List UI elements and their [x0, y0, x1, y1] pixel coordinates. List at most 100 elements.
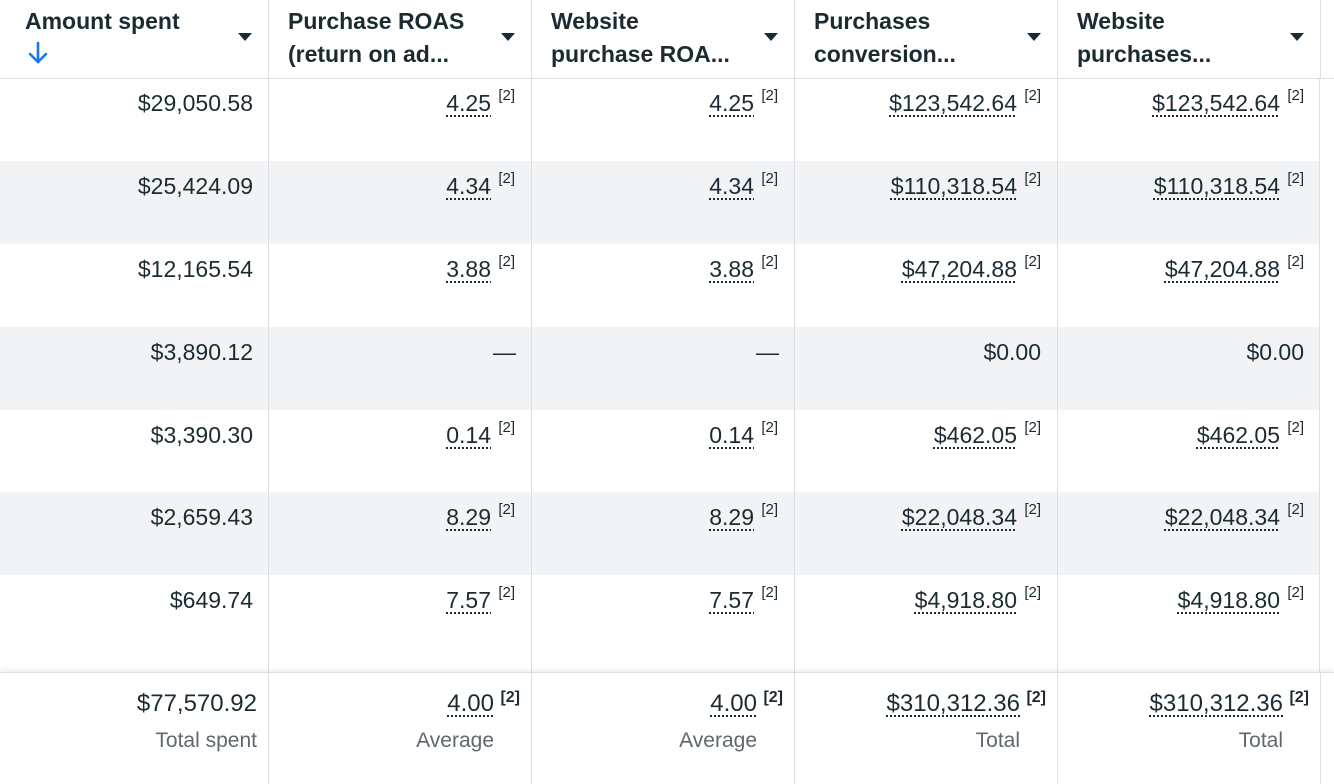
chevron-down-icon[interactable]	[501, 33, 515, 41]
column-title: Website	[551, 8, 639, 34]
footnote-marker[interactable]: [2]	[1026, 689, 1046, 706]
table-row: $25,424.09 4.34 [2] 4.34 [2] $110,318.54 [2…	[0, 161, 1320, 244]
footnote-marker[interactable]: [2]	[1287, 584, 1304, 601]
footnote-marker[interactable]: [2]	[498, 253, 515, 270]
purchases-conversion-value[interactable]: $22,048.34	[901, 504, 1017, 530]
table-row: $3,890.12 — — $0.00 $0.00	[0, 327, 1320, 410]
amount-spent-value: $2,659.43	[150, 504, 253, 530]
website-purchase-roas-value[interactable]: 7.57	[709, 587, 754, 613]
purchase-roas-value[interactable]: 3.88	[446, 256, 491, 282]
website-purchase-roas-value[interactable]: 0.14	[709, 422, 754, 448]
arrow-down-icon[interactable]	[27, 40, 49, 66]
footnote-marker[interactable]: [2]	[761, 419, 778, 436]
chevron-down-icon[interactable]	[1290, 33, 1304, 41]
column-title: Purchase ROAS	[288, 8, 465, 34]
column-title: Purchases	[814, 8, 931, 34]
footnote-marker[interactable]: [2]	[761, 501, 778, 518]
average-web-roas-value[interactable]: 4.00	[710, 690, 757, 717]
table-header: Amount spent Purchase ROAS (return on ad…	[0, 0, 1334, 79]
purchase-roas-value[interactable]: 7.57	[446, 587, 491, 613]
footnote-marker[interactable]: [2]	[761, 170, 778, 187]
website-purchases-value[interactable]: $123,542.64	[1152, 90, 1280, 116]
chevron-down-icon[interactable]	[238, 33, 252, 41]
website-purchase-roas-value[interactable]: 4.25	[709, 90, 754, 116]
footnote-marker[interactable]: [2]	[1024, 170, 1041, 187]
footnote-marker[interactable]: [2]	[498, 170, 515, 187]
footnote-marker[interactable]: [2]	[498, 584, 515, 601]
footnote-marker[interactable]: [2]	[1024, 253, 1041, 270]
amount-spent-value: $12,165.54	[137, 256, 253, 282]
column-header-purchases-conversion[interactable]: Purchases conversion...	[795, 0, 1058, 78]
column-title: Website	[1077, 8, 1165, 34]
table-row: $29,050.58 4.25 [2] 4.25 [2] $123,542.64 [2…	[0, 78, 1320, 161]
amount-spent-value: $25,424.09	[137, 173, 253, 199]
footnote-marker[interactable]: [2]	[1024, 87, 1041, 104]
website-purchases-value[interactable]: $47,204.88	[1164, 256, 1280, 282]
total-web-purchases-value[interactable]: $310,312.36	[1149, 690, 1283, 717]
website-purchase-roas-value[interactable]: 3.88	[709, 256, 754, 282]
column-header-website-purchases[interactable]: Website purchases...	[1058, 0, 1321, 78]
footer-website-purchases: $310,312.36 [2] Total	[1058, 673, 1321, 784]
column-title-line2: purchase ROA...	[551, 41, 730, 67]
footnote-marker[interactable]: [2]	[500, 689, 520, 706]
column-title-line2: conversion...	[814, 41, 956, 67]
footnote-marker[interactable]: [2]	[498, 419, 515, 436]
column-header-purchase-roas[interactable]: Purchase ROAS (return on ad...	[269, 0, 532, 78]
total-conversion-value[interactable]: $310,312.36	[886, 690, 1020, 717]
purchases-conversion-value[interactable]: $123,542.64	[889, 90, 1017, 116]
footnote-marker[interactable]: [2]	[1287, 419, 1304, 436]
purchase-roas-value[interactable]: 0.14	[446, 422, 491, 448]
purchases-conversion-value[interactable]: $110,318.54	[890, 173, 1017, 199]
website-purchase-roas-value[interactable]: 4.34	[709, 173, 754, 199]
footnote-marker[interactable]: [2]	[498, 501, 515, 518]
footnote-marker[interactable]: [2]	[1024, 501, 1041, 518]
purchase-roas-value[interactable]: 4.34	[446, 173, 491, 199]
footnote-marker[interactable]: [2]	[1287, 170, 1304, 187]
footnote-marker[interactable]: [2]	[1287, 87, 1304, 104]
chevron-down-icon[interactable]	[1027, 33, 1041, 41]
purchases-conversion-value: $0.00	[983, 339, 1041, 365]
footnote-marker[interactable]: [2]	[1289, 689, 1309, 706]
footnote-marker[interactable]: [2]	[1024, 419, 1041, 436]
website-purchases-value: $0.00	[1246, 339, 1304, 365]
purchases-conversion-value[interactable]: $4,918.80	[914, 587, 1017, 613]
column-header-amount-spent[interactable]: Amount spent	[0, 0, 269, 78]
average-label: Average	[416, 729, 494, 752]
total-label: Total	[1238, 729, 1283, 752]
table-row: $12,165.54 3.88 [2] 3.88 [2] $47,204.88 [2]…	[0, 244, 1320, 327]
purchase-roas-empty: —	[493, 339, 516, 365]
chevron-down-icon[interactable]	[764, 33, 778, 41]
column-title-line2: (return on ad...	[288, 41, 449, 67]
total-label: Total	[975, 729, 1020, 752]
footnote-marker[interactable]: [2]	[1287, 501, 1304, 518]
purchase-roas-value[interactable]: 4.25	[446, 90, 491, 116]
footnote-marker[interactable]: [2]	[1024, 584, 1041, 601]
purchases-conversion-value[interactable]: $47,204.88	[901, 256, 1017, 282]
footnote-marker[interactable]: [2]	[761, 253, 778, 270]
purchase-roas-value[interactable]: 8.29	[446, 504, 491, 530]
amount-spent-value: $29,050.58	[137, 90, 253, 116]
footer-website-purchase-roas: 4.00 [2] Average	[532, 673, 795, 784]
column-title-line2: purchases...	[1077, 41, 1212, 67]
total-spent-label: Total spent	[155, 729, 257, 752]
purchases-conversion-value[interactable]: $462.05	[933, 422, 1017, 448]
table-row: $649.74 7.57 [2] 7.57 [2] $4,918.80 [2] $4,…	[0, 575, 1320, 672]
website-purchases-value[interactable]: $4,918.80	[1177, 587, 1280, 613]
footnote-marker[interactable]: [2]	[761, 87, 778, 104]
amount-spent-value: $3,890.12	[150, 339, 253, 365]
website-purchases-value[interactable]: $462.05	[1196, 422, 1280, 448]
website-purchases-value[interactable]: $22,048.34	[1164, 504, 1280, 530]
website-purchase-roas-value[interactable]: 8.29	[709, 504, 754, 530]
column-header-website-purchase-roas[interactable]: Website purchase ROA...	[532, 0, 795, 78]
footnote-marker[interactable]: [2]	[763, 689, 783, 706]
footnote-marker[interactable]: [2]	[761, 584, 778, 601]
average-roas-value[interactable]: 4.00	[447, 690, 494, 717]
table-row: $2,659.43 8.29 [2] 8.29 [2] $22,048.34 [2] …	[0, 492, 1320, 575]
website-purchase-roas-empty: —	[756, 339, 779, 365]
total-spent-value: $77,570.92	[136, 690, 257, 717]
footnote-marker[interactable]: [2]	[1287, 253, 1304, 270]
footnote-marker[interactable]: [2]	[498, 87, 515, 104]
footer-amount-spent: $77,570.92 Total spent	[0, 673, 269, 784]
website-purchases-value[interactable]: $110,318.54	[1153, 173, 1280, 199]
